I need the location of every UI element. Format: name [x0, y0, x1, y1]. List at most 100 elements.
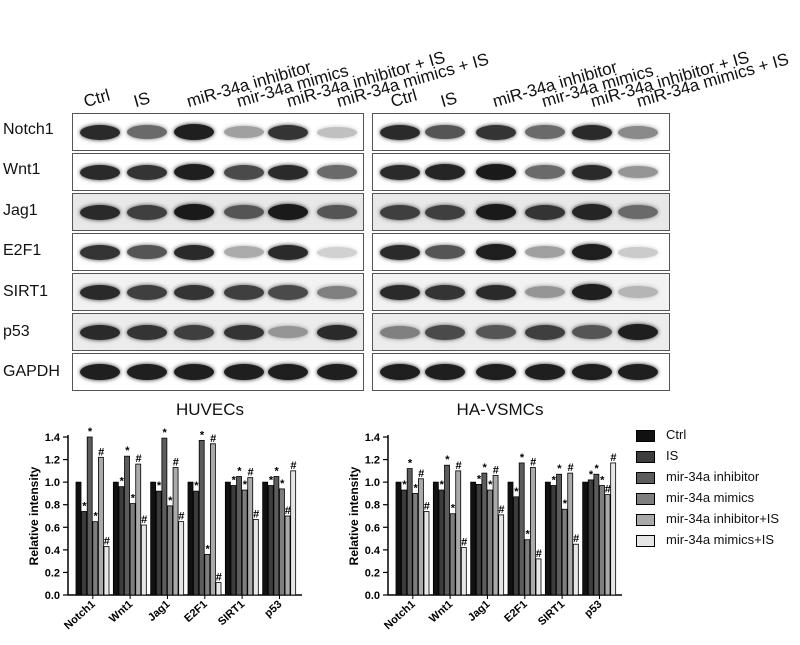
huvecs-significance-mark: # — [290, 460, 296, 472]
havsmcs-x-tick-label: p53 — [582, 598, 604, 620]
blot-band — [174, 364, 214, 380]
huvecs-bar — [215, 582, 222, 596]
huvecs-y-tick-label: 0.0 — [45, 590, 60, 602]
huvecs-significance-mark: * — [163, 427, 168, 439]
havsmcs-bar — [423, 511, 430, 596]
havsmcs-significance-mark: # — [498, 504, 504, 516]
havsmcs-significance-mark: * — [413, 482, 418, 494]
huvecs-significance-mark: * — [205, 543, 210, 555]
havsmcs-bar — [518, 462, 525, 596]
chart-title-ha-vsmcs: HA-VSMCs — [456, 400, 544, 419]
huvecs-bar — [129, 503, 136, 596]
havsmcs-bar — [556, 473, 562, 596]
huvecs-significance-mark: * — [275, 466, 280, 478]
blot-band — [525, 125, 565, 139]
blot-band — [317, 126, 357, 138]
havsmcs-bar — [572, 543, 579, 596]
havsmcs-bar — [444, 464, 450, 596]
havsmcs-x-tick-label: Wnt1 — [427, 598, 455, 625]
blot-band — [572, 244, 612, 260]
legend-label-ctrl: Ctrl — [666, 427, 687, 442]
havsmcs-significance-mark: * — [595, 463, 600, 475]
havsmcs-bar — [487, 489, 493, 596]
huvecs-bar — [262, 481, 269, 596]
blot-band — [618, 125, 658, 139]
huvecs-significance-mark: * — [157, 480, 162, 492]
huvecs-bar — [140, 524, 147, 596]
blot-band — [476, 364, 516, 380]
havsmcs-significance-mark: # — [455, 460, 461, 472]
havsmcs-x-tick-label: E2F1 — [502, 598, 530, 625]
blot-band — [572, 364, 612, 380]
lane-label-is-right: IS — [438, 88, 460, 112]
blot-band — [80, 244, 120, 260]
huvecs-bar — [150, 481, 157, 596]
blot-band — [127, 245, 167, 259]
bar-chart-ha-vsmcs: 0.0 0.2 0.4 0.6 0.8 1.0 1.2 1.4 Relative intensi… — [347, 432, 622, 632]
huvecs-y-tick-label: 1.2 — [45, 455, 60, 467]
havsmcs-significance-mark: * — [477, 473, 482, 485]
blot-band — [80, 364, 120, 380]
huvecs-bar — [273, 476, 280, 596]
huvecs-significance-mark: # — [141, 514, 147, 526]
blot-band — [476, 284, 516, 300]
huvecs-significance-mark: # — [178, 511, 184, 523]
blot-band — [224, 284, 264, 300]
huvecs-significance-mark: # — [285, 505, 291, 517]
havsmcs-bar — [507, 481, 514, 596]
blot-band — [127, 284, 167, 300]
huvecs-significance-mark: # — [216, 572, 222, 584]
blot-band — [425, 204, 465, 220]
havsmcs-significance-mark: * — [488, 479, 493, 491]
huvecs-y-tick-label: 0.8 — [45, 500, 60, 512]
blot-band — [525, 204, 565, 220]
havsmcs-significance-mark: * — [589, 469, 594, 481]
havsmcs-bar — [604, 494, 611, 596]
havsmcs-y-tick-label: 1.4 — [365, 432, 381, 444]
havsmcs-bar — [395, 481, 402, 596]
havsmcs-bar — [460, 547, 467, 596]
huvecs-bar — [236, 476, 242, 596]
blot-band — [525, 324, 565, 340]
huvecs-bar — [290, 470, 297, 596]
blot-band — [80, 124, 120, 140]
blot-label-e2f1: E2F1 — [3, 242, 42, 259]
lane-label-is-left: IS — [131, 88, 153, 112]
blot-band — [174, 204, 214, 220]
bar-chart-huvecs: 0.0 0.2 0.4 0.6 0.8 1.0 1.2 1.4 Relative intensi… — [27, 426, 302, 632]
blot-band — [127, 324, 167, 340]
blot-band — [380, 284, 420, 300]
blot-strip-wnt1-left — [72, 153, 364, 191]
blot-strip-notch1-left — [72, 113, 364, 151]
huvecs-bar — [230, 485, 237, 596]
blot-band — [268, 326, 308, 338]
blot-band — [268, 284, 308, 300]
blot-band — [317, 285, 357, 299]
huvecs-significance-mark: * — [243, 479, 248, 491]
blot-band — [174, 244, 214, 260]
huvecs-bar — [284, 515, 291, 596]
havsmcs-significance-mark: * — [445, 454, 450, 466]
blot-strip-wnt1-right — [372, 153, 670, 191]
blot-band — [127, 364, 167, 380]
blot-band — [380, 164, 420, 180]
huvecs-bar — [247, 477, 254, 596]
blot-band — [80, 284, 120, 300]
huvecs-bar — [135, 463, 142, 596]
havsmcs-significance-mark: # — [424, 500, 430, 512]
blot-band — [127, 164, 167, 180]
havsmcs-significance-mark: # — [418, 468, 424, 480]
blot-band — [268, 204, 308, 220]
blot-band — [317, 364, 357, 380]
huvecs-bar — [98, 456, 104, 596]
huvecs-y-tick-label: 0.4 — [45, 545, 61, 557]
havsmcs-y-tick-label: 0.4 — [365, 545, 381, 557]
huvecs-bar — [172, 467, 179, 596]
huvecs-y-tick-label: 0.2 — [45, 567, 60, 579]
blot-band — [572, 164, 612, 180]
blot-band — [525, 286, 565, 298]
blot-strip-jag1-left — [72, 193, 364, 231]
huvecs-bar — [187, 481, 194, 596]
blot-band — [268, 124, 308, 140]
huvecs-significance-mark: # — [98, 446, 104, 458]
